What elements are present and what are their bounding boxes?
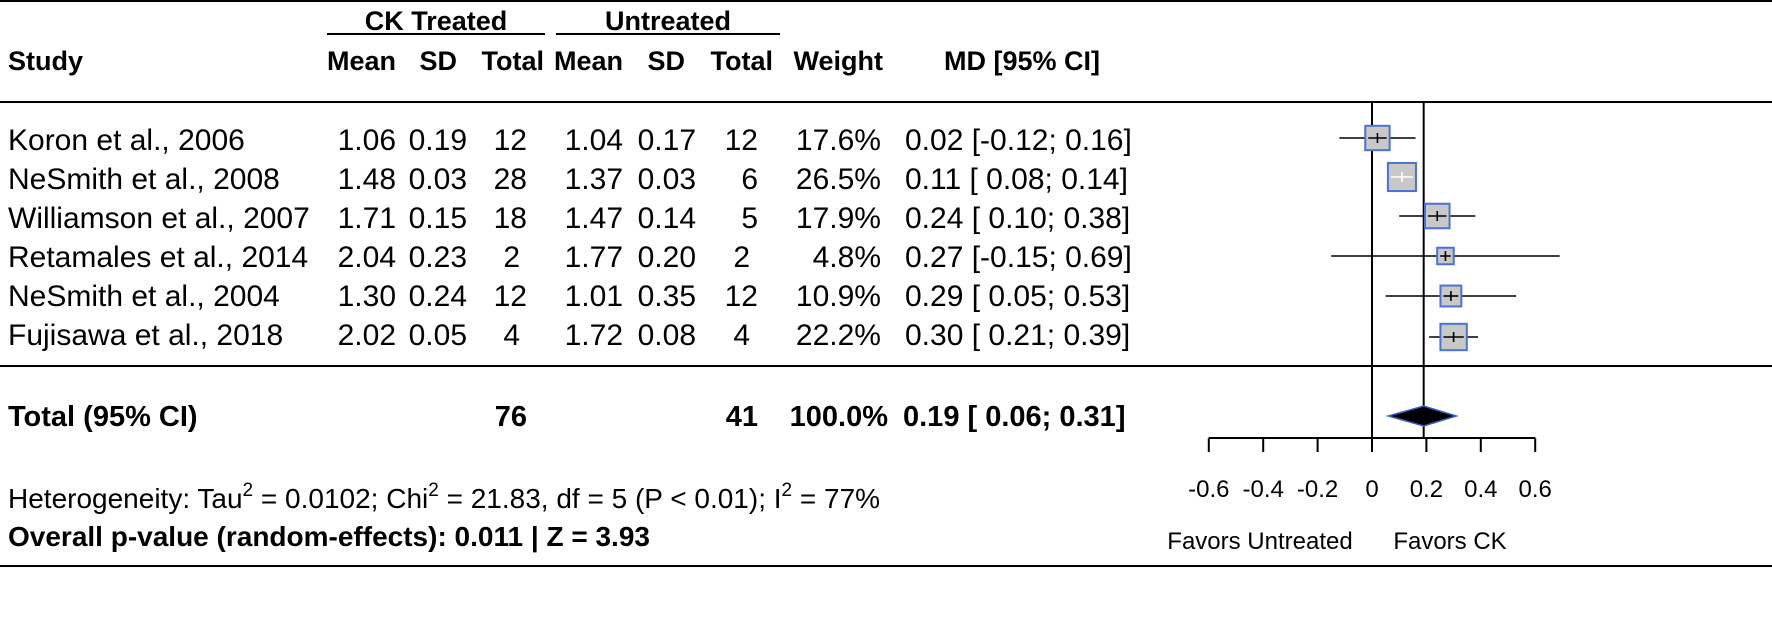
weight: 4.8% bbox=[812, 241, 881, 274]
total-label: Total (95% CI) bbox=[8, 401, 198, 433]
superscript: 2 bbox=[428, 480, 439, 501]
col-header-study: Study bbox=[8, 46, 84, 76]
total-untreated: 41 bbox=[725, 401, 758, 433]
mean-untreated: 1.77 bbox=[564, 241, 623, 274]
heterogeneity-prefix: Heterogeneity: Tau bbox=[8, 483, 243, 514]
group-underline-ck-treated bbox=[327, 33, 545, 35]
study-name: Williamson et al., 2007 bbox=[8, 202, 310, 235]
sd-ck: 0.19 bbox=[408, 124, 467, 157]
mean-ck: 1.30 bbox=[337, 280, 396, 313]
total-untreated: 5 bbox=[741, 202, 758, 235]
sd-untreated: 0.35 bbox=[637, 280, 696, 313]
mean-ck: 2.02 bbox=[337, 319, 396, 352]
total-ck: 18 bbox=[493, 202, 527, 235]
study-name: Koron et al., 2006 bbox=[8, 124, 245, 157]
col-header-total-untreated: Total bbox=[710, 46, 774, 76]
total-untreated: 12 bbox=[724, 124, 758, 157]
mean-untreated: 1.04 bbox=[564, 124, 623, 157]
mean-ck: 2.04 bbox=[337, 241, 396, 274]
favors-ck-label: Favors CK bbox=[1393, 528, 1506, 555]
sd-untreated: 0.08 bbox=[637, 319, 696, 352]
col-header-sd-untreated: SD bbox=[647, 46, 685, 76]
weight: 17.9% bbox=[795, 202, 881, 235]
weight: 26.5% bbox=[795, 163, 881, 196]
header-rule bbox=[0, 101, 1772, 103]
total-rule bbox=[0, 365, 1772, 367]
x-tick-label: 0.4 bbox=[1464, 476, 1497, 503]
overall-p-value: Overall p-value (random-effects): 0.011 … bbox=[8, 521, 650, 552]
md-ci: 0.11 [ 0.08; 0.14] bbox=[905, 163, 1128, 196]
top-border bbox=[0, 0, 1772, 2]
weight: 17.6% bbox=[795, 124, 881, 157]
mean-ck: 1.06 bbox=[337, 124, 396, 157]
x-tick-label: 0.6 bbox=[1519, 476, 1552, 503]
col-header-md-ci: MD [95% CI] bbox=[944, 46, 1101, 76]
x-tick-label: -0.6 bbox=[1188, 476, 1229, 503]
x-tick-label: -0.2 bbox=[1297, 476, 1338, 503]
x-tick-label: -0.4 bbox=[1243, 476, 1284, 503]
col-header-weight: Weight bbox=[793, 46, 884, 76]
total-ck: 12 bbox=[493, 124, 527, 157]
col-header-sd-ck: SD bbox=[419, 46, 457, 76]
total-ck: 4 bbox=[503, 319, 520, 352]
total-ck: 28 bbox=[493, 163, 527, 196]
col-header-mean-untreated: Mean bbox=[553, 46, 623, 76]
favors-untreated-label: Favors Untreated bbox=[1167, 528, 1352, 555]
total-untreated: 4 bbox=[733, 319, 750, 352]
bottom-border bbox=[0, 565, 1772, 567]
total-md-ci: 0.19 [ 0.06; 0.31] bbox=[903, 401, 1126, 433]
sd-untreated: 0.14 bbox=[637, 202, 696, 235]
md-ci: 0.27 [-0.15; 0.69] bbox=[905, 241, 1132, 274]
sd-untreated: 0.03 bbox=[637, 163, 696, 196]
group-header-untreated: Untreated bbox=[604, 6, 732, 36]
mean-untreated: 1.37 bbox=[564, 163, 623, 196]
sd-ck: 0.03 bbox=[408, 163, 467, 196]
i2-value: = 77% bbox=[792, 483, 881, 514]
total-ck: 2 bbox=[503, 241, 520, 274]
col-header-total-ck: Total bbox=[481, 46, 545, 76]
sd-ck: 0.23 bbox=[408, 241, 467, 274]
mean-untreated: 1.72 bbox=[564, 319, 623, 352]
total-ck: 12 bbox=[493, 280, 527, 313]
total-untreated: 2 bbox=[733, 241, 750, 274]
total-ck: 76 bbox=[494, 401, 527, 433]
mean-ck: 1.71 bbox=[337, 202, 396, 235]
md-ci: 0.24 [ 0.10; 0.38] bbox=[905, 202, 1131, 235]
study-name: NeSmith et al., 2004 bbox=[8, 280, 280, 313]
sd-untreated: 0.20 bbox=[637, 241, 696, 274]
sd-ck: 0.24 bbox=[408, 280, 467, 313]
total-untreated: 12 bbox=[724, 280, 758, 313]
total-weight: 100.0% bbox=[789, 401, 888, 433]
mean-ck: 1.48 bbox=[337, 163, 396, 196]
study-name: Retamales et al., 2014 bbox=[8, 241, 309, 274]
md-ci: 0.29 [ 0.05; 0.53] bbox=[905, 280, 1131, 313]
chi-value: = 21.83, df = 5 (P < 0.01); I bbox=[438, 483, 782, 514]
sd-ck: 0.15 bbox=[408, 202, 467, 235]
sd-ck: 0.05 bbox=[408, 319, 467, 352]
weight: 22.2% bbox=[795, 319, 881, 352]
md-ci: 0.30 [ 0.21; 0.39] bbox=[905, 319, 1131, 352]
pooled-diamond bbox=[1385, 405, 1459, 427]
superscript: 2 bbox=[781, 480, 793, 501]
x-tick-label: 0 bbox=[1365, 476, 1378, 503]
mean-untreated: 1.47 bbox=[564, 202, 623, 235]
study-name: NeSmith et al., 2008 bbox=[8, 163, 280, 196]
tau-value: = 0.0102; Chi bbox=[253, 483, 429, 514]
weight: 10.9% bbox=[795, 280, 881, 313]
group-header-ck-treated: CK Treated bbox=[364, 6, 508, 36]
col-header-mean-ck: Mean bbox=[326, 46, 396, 76]
heterogeneity-text: Heterogeneity: Tau2 = 0.0102; Chi2 = 21.… bbox=[8, 481, 881, 514]
superscript: 2 bbox=[242, 480, 254, 501]
total-untreated: 6 bbox=[741, 163, 758, 196]
mean-untreated: 1.01 bbox=[564, 280, 623, 313]
group-underline-untreated bbox=[556, 33, 780, 35]
md-ci: 0.02 [-0.12; 0.16] bbox=[905, 124, 1132, 157]
study-name: Fujisawa et al., 2018 bbox=[8, 319, 284, 352]
x-tick-label: 0.2 bbox=[1410, 476, 1443, 503]
sd-untreated: 0.17 bbox=[637, 124, 696, 157]
